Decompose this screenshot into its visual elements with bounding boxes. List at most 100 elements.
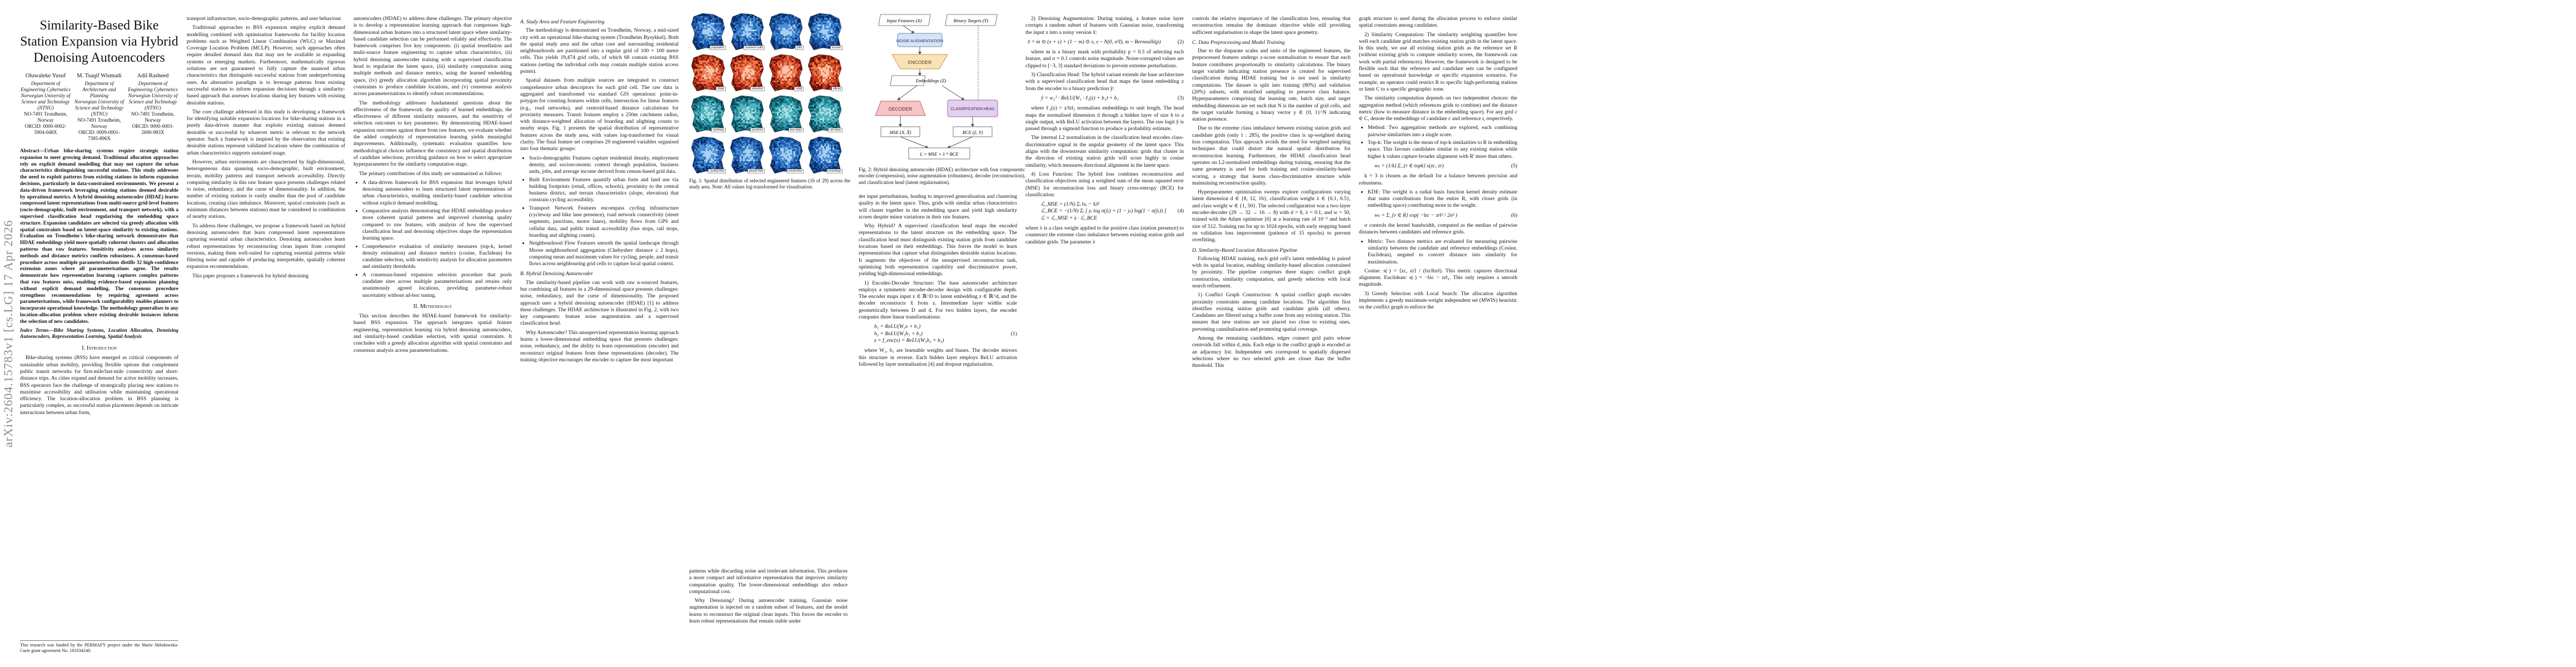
equation-line: wₖ = (1/k) Σ_{r ∈ topk} s(zc, zr) bbox=[1374, 162, 1444, 169]
paragraph: This section describes the HDAE-based fr… bbox=[353, 313, 512, 354]
similarity-list: Metric: Two distance metrics are evaluat… bbox=[1359, 238, 1517, 266]
binary-targets-label: Binary Targets (Y) bbox=[954, 18, 989, 23]
feature-map: rail stops bbox=[806, 93, 844, 133]
list-item: Top-k: The weight is the mean of top-k s… bbox=[1368, 140, 1517, 160]
paragraph: However, urban environments are characte… bbox=[187, 158, 345, 220]
binary-targets-box: Binary Targets (Y) bbox=[945, 14, 998, 26]
equation-line: ℒ_MSE = (1/N) Σᵢ ‖xᵢ − x̂ᵢ‖² bbox=[1041, 201, 1099, 208]
column-8: controls the relative importance of the … bbox=[1192, 16, 1351, 372]
feature-map: junctions bbox=[728, 93, 766, 133]
paragraph: Spatial datasets from multiple sources a… bbox=[520, 77, 679, 152]
author-name: Adil Rasheed bbox=[137, 73, 169, 79]
feature-map-label: business units bbox=[744, 46, 765, 50]
figure-1-caption: Fig. 1: Spatial distribution of selected… bbox=[689, 178, 850, 190]
feature-map-label: slope bbox=[716, 87, 726, 91]
decoder-box: DECODER bbox=[875, 101, 926, 116]
column-3: autoencoders (HDAE) to address these cha… bbox=[353, 16, 512, 356]
feature-map: boardings bbox=[806, 135, 844, 175]
encoder-box: ENCODER bbox=[891, 54, 948, 69]
mse-label: MSE (X, X̂) bbox=[889, 130, 911, 135]
author-city: NO-7491 Trondheim, Norway bbox=[77, 117, 121, 129]
paragraph: where ℓ₂(z) = z/‖z‖₂ normalises embeddin… bbox=[1025, 105, 1184, 132]
loss-label: L = MSE + λ * BCE bbox=[919, 151, 959, 157]
feature-map-label: rail stops bbox=[828, 128, 843, 132]
abstract: Abstract—Urban bike-sharing systems requ… bbox=[20, 148, 178, 341]
column-7: 2) Denoising Augmentation: During traini… bbox=[1025, 16, 1184, 248]
figure-2: Input Features (X) Binary Targets (Y) NO… bbox=[859, 12, 1025, 163]
equation-number: (6) bbox=[1511, 212, 1517, 218]
equation-line: ŷ = w₂ᵀ · ReLU(W₁ · ℓ₂(z) + b₁) + b₂ bbox=[1041, 94, 1119, 101]
equation-line: x̃ = m ⊙ (x + ε) + (1 − m) ⊙ x, ε ~ N(0,… bbox=[1028, 38, 1161, 45]
feature-map-label: offices bbox=[831, 87, 843, 91]
feature-map: cycling flow bbox=[689, 135, 727, 175]
feature-map-label: elevation bbox=[750, 87, 765, 91]
paragraph: The internal L2 normalisation in the cla… bbox=[1025, 135, 1184, 168]
paragraph: Due to the extreme class imbalance betwe… bbox=[1192, 125, 1351, 186]
map-grid: population business units jobs income slope e… bbox=[689, 11, 850, 175]
paragraph: autoencoders (HDAE) to address these cha… bbox=[353, 16, 512, 97]
paragraph: der input perturbations, leading to impr… bbox=[859, 193, 1017, 220]
column-4: A. Study Area and Feature Engineering Th… bbox=[520, 16, 679, 366]
paragraph: Following HDAE training, each grid cell'… bbox=[1192, 255, 1351, 289]
feature-group-list: Socio-demographic Features capture resid… bbox=[520, 155, 679, 268]
column-9: graph structure is used during the alloc… bbox=[1359, 16, 1517, 313]
feature-map: offices bbox=[806, 52, 844, 92]
paragraph: Cosine: s(·) = ⟨zc, zr⟩ / (‖zc‖‖zr‖). Th… bbox=[1359, 267, 1517, 288]
list-item: KDE: The weight is a radial basis functi… bbox=[1368, 189, 1517, 210]
paragraph: where λ is a class weight applied to the… bbox=[1025, 225, 1184, 245]
paragraph: Among the remaining candidates, edges co… bbox=[1192, 335, 1351, 369]
feature-map: income bbox=[806, 11, 844, 51]
author-city: NO-7491 Trondheim, Norway bbox=[131, 111, 175, 123]
author-name: Oluwaleke Yusuf bbox=[25, 73, 66, 79]
feature-map-label: income bbox=[830, 46, 843, 50]
feature-map: transit flow bbox=[767, 135, 805, 175]
equation-line-row: h₂ = ReLU(W₂h₁ + b₂) (1) bbox=[874, 331, 1017, 337]
paragraph: 2) Denoising Augmentation: During traini… bbox=[1025, 16, 1184, 36]
embeddings-box: Embeddings (Z) bbox=[890, 75, 946, 86]
feature-map: population bbox=[689, 11, 727, 51]
equation-4: ℒ_MSE = (1/N) Σᵢ ‖xᵢ − x̂ᵢ‖² ℒ_BCE = −(1… bbox=[1025, 201, 1184, 222]
list-item: Method: Two aggregation methods are expl… bbox=[1368, 125, 1517, 138]
list-item: Built Environment Features quantify urba… bbox=[529, 177, 679, 204]
paragraph: 1) Conflict Graph Construction: A spatia… bbox=[1192, 292, 1351, 332]
noise-augmentation-box: NOISE AUGMENTATION bbox=[896, 33, 943, 47]
mse-box: MSE (X, X̂) bbox=[880, 126, 920, 137]
author-list: Oluwaleke Yusuf Department of Engineerin… bbox=[20, 73, 178, 142]
classification-head-label: CLASSIFICATION HEAD bbox=[951, 107, 994, 111]
feature-map: bus stops bbox=[767, 93, 805, 133]
bce-box: BCE (ŷ, Y) bbox=[953, 126, 993, 137]
list-item: Socio-demographic Features capture resid… bbox=[529, 155, 679, 176]
paragraph: 3) Classification Head: The hybrid varia… bbox=[1025, 72, 1184, 92]
author-dept: Department of Architecture and Planning bbox=[82, 81, 116, 98]
author-orcid: ORCID: 0000-0003-2690-983X bbox=[132, 123, 174, 135]
loss-box: L = MSE + λ * BCE bbox=[908, 147, 970, 160]
equation-number: (1) bbox=[1010, 330, 1017, 337]
subsection-heading: A. Study Area and Feature Engineering bbox=[520, 19, 605, 25]
author-block: M. Tsaqif Wismadi Department of Architec… bbox=[74, 73, 125, 142]
arxiv-identifier: arXiv:2604.15783v1 [cs.LG] 17 Apr 2026 bbox=[1, 220, 15, 447]
paragraph: To address these challenges, we propose … bbox=[187, 222, 345, 270]
section-heading: I. Introduction bbox=[82, 345, 117, 352]
abstract-text: Abstract—Urban bike-sharing systems requ… bbox=[20, 148, 178, 325]
column-1: Similarity-Based Bike Station Expansion … bbox=[20, 16, 178, 660]
equation-number: (2) bbox=[1177, 38, 1184, 45]
equation-number: (4) bbox=[1177, 208, 1184, 215]
contribution-list: A data-driven framework for BSS expansio… bbox=[353, 180, 512, 299]
equation-number: (5) bbox=[1511, 162, 1517, 169]
paragraph: Why Autoencoder? This unsupervised repre… bbox=[520, 329, 679, 363]
equation-3: ŷ = w₂ᵀ · ReLU(W₁ · ℓ₂(z) + b₁) + b₂ (3) bbox=[1025, 95, 1184, 102]
embeddings-label: Embeddings (Z) bbox=[915, 78, 946, 83]
equation-line-row: ℒ_BCE = −(1/N) Σᵢ [ yᵢ log σ(ŷᵢ) + (1 − … bbox=[1041, 208, 1184, 215]
feature-map: jobs bbox=[767, 11, 805, 51]
section-heading: II. Methodology bbox=[413, 303, 452, 310]
feature-map: slope bbox=[689, 52, 727, 92]
footnote: This research was funded by the PERMAFY … bbox=[20, 640, 178, 654]
paragraph: The core challenge addressed in this stu… bbox=[187, 108, 345, 156]
author-orcid: ORCID: 0009-0001-7385-896X bbox=[78, 130, 120, 141]
feature-map-label: people flow bbox=[747, 169, 765, 173]
feature-map: retail bbox=[767, 52, 805, 92]
feature-map-label: boardings bbox=[827, 169, 843, 173]
paragraph: patterns while discarding noise and irre… bbox=[689, 568, 848, 595]
equation-line: ℒ_BCE = −(1/N) Σᵢ [ yᵢ log σ(ŷᵢ) + (1 − … bbox=[1041, 208, 1167, 215]
paragraph: The methodology addresses fundamental qu… bbox=[353, 99, 512, 168]
